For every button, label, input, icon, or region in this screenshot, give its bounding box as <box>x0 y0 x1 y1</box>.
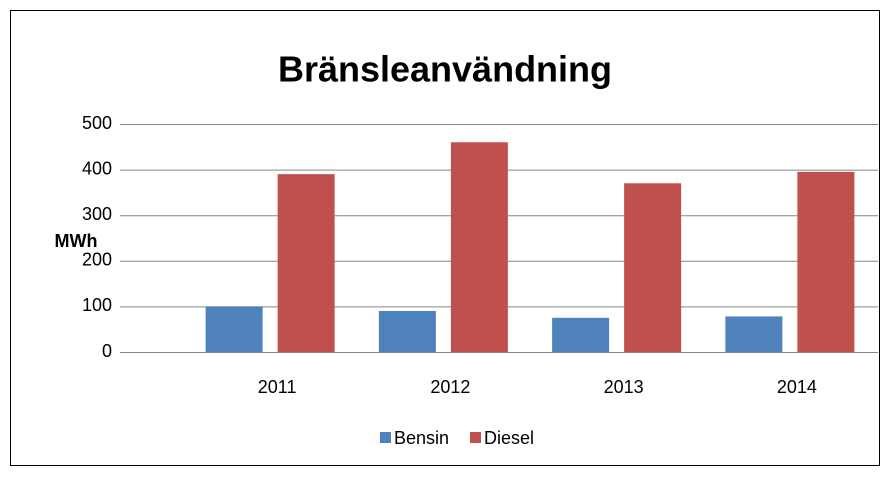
x-tick-label: 2011 <box>258 377 297 397</box>
bar <box>277 174 335 352</box>
bar <box>725 316 783 352</box>
y-tick-label: 200 <box>82 250 112 270</box>
legend-swatch <box>470 432 481 443</box>
y-axis-label: MWh <box>55 231 98 251</box>
bar <box>624 183 682 352</box>
y-tick-label: 400 <box>82 158 112 178</box>
chart-title: Bränsleanvändning <box>278 49 612 90</box>
x-tick-label: 2012 <box>430 377 470 397</box>
legend-swatch <box>380 432 391 443</box>
x-tick-label: 2013 <box>604 377 644 397</box>
y-tick-label: 500 <box>82 113 112 133</box>
bar <box>797 171 855 352</box>
legend-label: Diesel <box>484 428 534 448</box>
y-tick-label: 100 <box>82 295 112 315</box>
bar <box>552 317 610 352</box>
bar <box>205 306 263 352</box>
legend-label: Bensin <box>394 428 449 448</box>
x-tick-label: 2014 <box>777 377 817 397</box>
bar <box>450 142 508 352</box>
chart-border <box>10 10 880 466</box>
y-tick-label: 300 <box>82 204 112 224</box>
y-tick-label: 0 <box>102 341 112 361</box>
bar <box>378 310 436 352</box>
